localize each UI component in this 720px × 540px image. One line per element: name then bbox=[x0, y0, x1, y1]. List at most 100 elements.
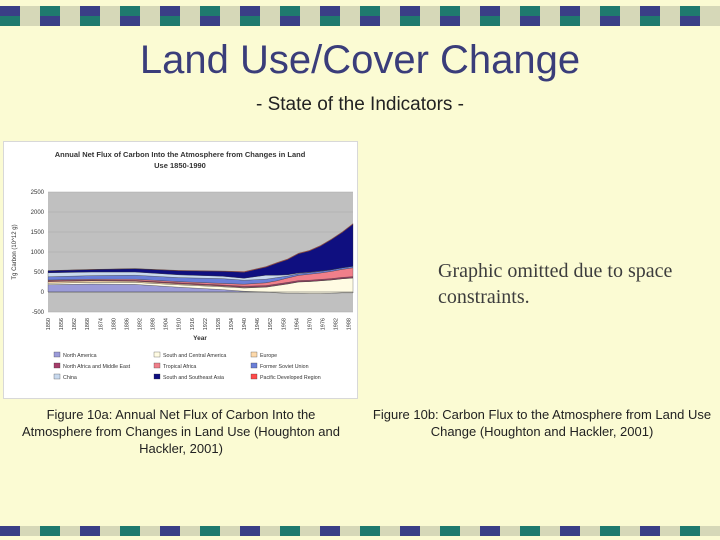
deco-block bbox=[380, 526, 400, 536]
deco-block bbox=[460, 526, 480, 536]
deco-block bbox=[320, 16, 340, 26]
y-tick-label: 2000 bbox=[31, 210, 45, 216]
x-tick-label: 1982 bbox=[334, 318, 340, 330]
x-tick-label: 1970 bbox=[307, 318, 313, 330]
deco-block bbox=[640, 526, 660, 536]
x-tick-label: 1976 bbox=[321, 318, 327, 330]
deco-block bbox=[260, 16, 280, 26]
deco-block bbox=[160, 6, 180, 16]
deco-block bbox=[600, 6, 620, 16]
legend-label: Tropical Africa bbox=[163, 364, 196, 370]
legend-swatch bbox=[250, 373, 258, 380]
x-tick-label: 1904 bbox=[164, 318, 170, 330]
deco-block bbox=[280, 16, 300, 26]
deco-block bbox=[540, 6, 560, 16]
deco-block bbox=[40, 16, 60, 26]
deco-block bbox=[360, 526, 380, 536]
x-tick-label: 1862 bbox=[72, 318, 78, 330]
deco-block bbox=[680, 16, 700, 26]
deco-block bbox=[480, 526, 500, 536]
x-tick-label: 1898 bbox=[151, 318, 157, 330]
deco-block bbox=[220, 6, 240, 16]
top-decorative-bar bbox=[0, 6, 720, 26]
deco-block bbox=[20, 6, 40, 16]
deco-block bbox=[540, 16, 560, 26]
deco-block bbox=[340, 16, 360, 26]
deco-block bbox=[80, 16, 100, 26]
legend-swatch bbox=[153, 351, 161, 358]
deco-block bbox=[660, 16, 680, 26]
deco-block bbox=[20, 526, 40, 536]
legend-label: Europe bbox=[260, 353, 277, 359]
legend-swatch bbox=[250, 362, 258, 369]
deco-block bbox=[140, 6, 160, 16]
deco-block bbox=[220, 16, 240, 26]
deco-block bbox=[380, 6, 400, 16]
bottom-decorative-bar bbox=[0, 526, 720, 536]
chart-title-line-1: Annual Net Flux of Carbon Into the Atmos… bbox=[55, 150, 306, 159]
x-tick-label: 1892 bbox=[138, 318, 144, 330]
deco-block bbox=[700, 16, 720, 26]
area-series bbox=[47, 223, 354, 273]
deco-block bbox=[100, 526, 120, 536]
deco-block bbox=[300, 526, 320, 536]
legend-label: Former Soviet Union bbox=[260, 364, 309, 370]
deco-block bbox=[620, 526, 640, 536]
figure-10b-caption: Figure 10b: Carbon Flux to the Atmospher… bbox=[372, 407, 712, 439]
deco-block bbox=[160, 526, 180, 536]
deco-block bbox=[160, 16, 180, 26]
deco-block bbox=[580, 16, 600, 26]
legend-swatch bbox=[153, 373, 161, 380]
page-title: Land Use/Cover Change bbox=[139, 38, 581, 82]
deco-block bbox=[280, 526, 300, 536]
chart-figure-10a: Annual Net Flux of Carbon Into the Atmos… bbox=[3, 141, 358, 399]
deco-block bbox=[620, 6, 640, 16]
legend-swatch bbox=[53, 362, 61, 369]
deco-block bbox=[0, 16, 20, 26]
deco-block bbox=[500, 16, 520, 26]
deco-block bbox=[180, 6, 200, 16]
deco-block bbox=[680, 526, 700, 536]
x-tick-label: 1916 bbox=[190, 318, 196, 330]
deco-block bbox=[520, 526, 540, 536]
deco-block bbox=[640, 16, 660, 26]
deco-block bbox=[60, 6, 80, 16]
legend-label: China bbox=[63, 375, 77, 381]
page-subtitle: - State of the Indicators - bbox=[255, 94, 465, 115]
x-tick-label: 1910 bbox=[177, 318, 183, 330]
deco-block bbox=[320, 6, 340, 16]
deco-block bbox=[660, 526, 680, 536]
x-tick-label: 1928 bbox=[216, 318, 222, 330]
legend-label: Pacific Developed Region bbox=[260, 375, 321, 381]
deco-block bbox=[480, 16, 500, 26]
x-tick-label: 1880 bbox=[111, 318, 117, 330]
x-tick-label: 1856 bbox=[59, 318, 65, 330]
x-tick-label: 1946 bbox=[255, 318, 261, 330]
deco-block bbox=[420, 6, 440, 16]
deco-block bbox=[560, 6, 580, 16]
deco-block bbox=[60, 16, 80, 26]
deco-block bbox=[460, 6, 480, 16]
x-tick-label: 1988 bbox=[347, 318, 353, 330]
deco-block bbox=[600, 16, 620, 26]
deco-block bbox=[200, 6, 220, 16]
deco-block bbox=[260, 6, 280, 16]
y-tick-label: 500 bbox=[34, 270, 45, 276]
deco-block bbox=[100, 6, 120, 16]
deco-block bbox=[300, 6, 320, 16]
area-chart: Annual Net Flux of Carbon Into the Atmos… bbox=[12, 150, 354, 381]
chart-title-line-2: Use 1850-1990 bbox=[154, 161, 206, 170]
deco-block bbox=[580, 6, 600, 16]
deco-block bbox=[240, 526, 260, 536]
deco-block bbox=[140, 526, 160, 536]
deco-block bbox=[560, 526, 580, 536]
y-tick-label: 1500 bbox=[31, 230, 45, 236]
legend-label: North Africa and Middle East bbox=[63, 364, 131, 370]
legend-swatch bbox=[53, 351, 61, 358]
deco-block bbox=[240, 6, 260, 16]
figure-10a-caption: Figure 10a: Annual Net Flux of Carbon In… bbox=[22, 407, 340, 456]
x-tick-label: 1940 bbox=[242, 318, 248, 330]
x-tick-label: 1958 bbox=[281, 318, 287, 330]
deco-block bbox=[60, 526, 80, 536]
deco-block bbox=[460, 16, 480, 26]
